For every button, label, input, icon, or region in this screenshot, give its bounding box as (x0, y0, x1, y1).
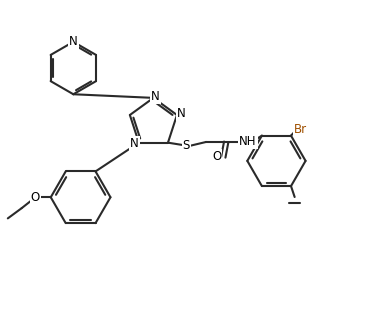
Text: N: N (69, 35, 78, 48)
Text: S: S (182, 139, 190, 152)
Text: N: N (151, 89, 160, 103)
Text: NH: NH (239, 136, 257, 148)
Text: O: O (212, 150, 221, 163)
Text: Br: Br (294, 123, 308, 136)
Text: N: N (177, 107, 186, 120)
Text: O: O (31, 191, 40, 204)
Text: N: N (130, 137, 139, 150)
